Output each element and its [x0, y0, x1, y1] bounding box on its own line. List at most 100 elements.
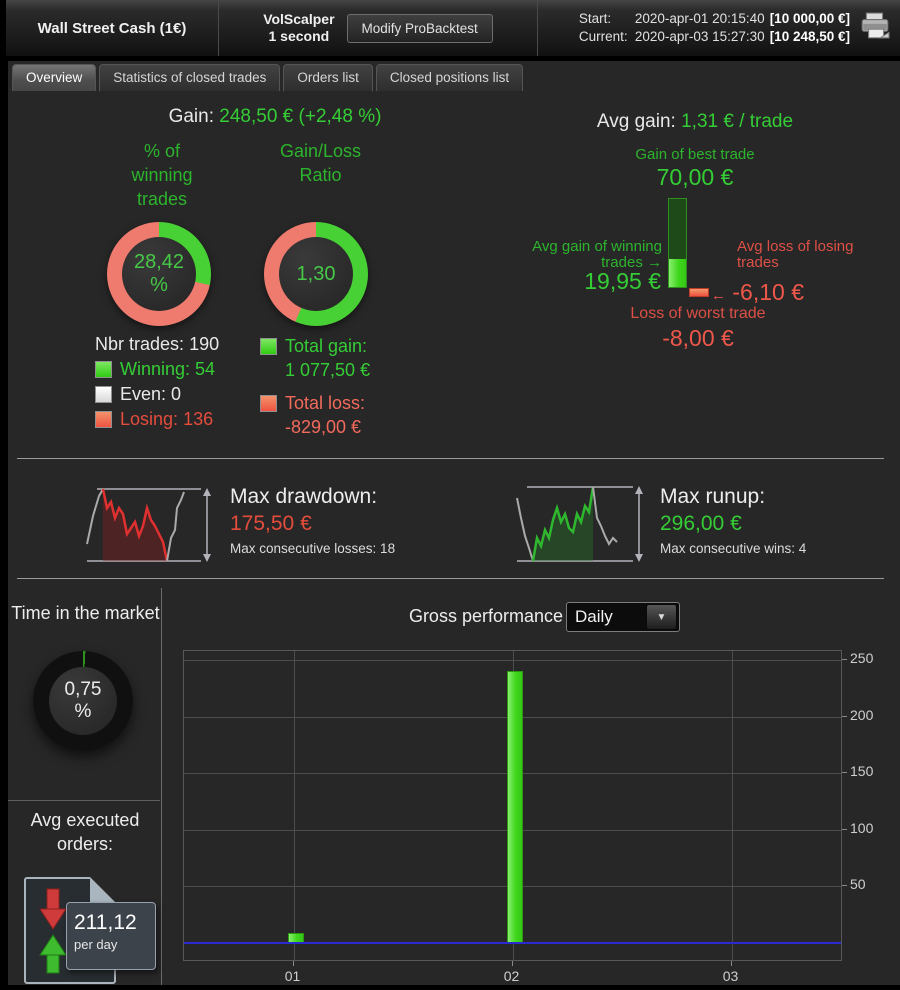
- section-divider-2: [17, 578, 884, 579]
- sidebar-divider: [161, 588, 162, 985]
- avg-win-value: 19,95 €: [584, 268, 661, 294]
- drawdown-chart-icon: [85, 478, 217, 566]
- y-tick-mark: [842, 828, 847, 830]
- avg-orders-value-box: 211,12 per day: [66, 902, 156, 970]
- gain-value: 248,50 € (+2,48 %): [219, 106, 382, 127]
- current-equity: [10 248,50 €]: [769, 29, 850, 44]
- tab-statistics[interactable]: Statistics of closed trades: [99, 64, 281, 91]
- header-bar: Wall Street Cash (1€) VolScalper 1 secon…: [6, 0, 900, 57]
- y-axis: 50 100 150 200 250: [842, 650, 894, 961]
- account-dates: Start: 2020-apr-01 20:15:40 [10 000,00 €…: [579, 10, 850, 46]
- main-content: Overview Statistics of closed trades Ord…: [8, 61, 900, 985]
- runup-label: Max runup:: [660, 485, 766, 508]
- x-tick-label: 02: [503, 968, 520, 984]
- x-tick-label: 03: [722, 968, 739, 984]
- total-gain-value: 1 077,50 €: [285, 360, 371, 380]
- even-label: Even:: [120, 384, 167, 404]
- total-loss-label: Total loss:: [285, 393, 366, 413]
- winning-donut: 28,42 %: [107, 222, 211, 326]
- losing-swatch-icon: [95, 411, 112, 428]
- x-gridline: [731, 651, 733, 960]
- nbr-trades-value: 190: [189, 334, 220, 354]
- instrument-title: Wall Street Cash (1€): [37, 19, 187, 37]
- y-tick-label: 200: [850, 706, 874, 723]
- tab-closed-positions[interactable]: Closed positions list: [375, 64, 524, 91]
- winning-label: Winning:: [120, 359, 191, 379]
- period-dropdown[interactable]: Daily ▼: [566, 602, 680, 632]
- avg-loss-value: ← -6,10 €: [711, 279, 804, 305]
- avg-orders-title: Avg executed orders:: [30, 810, 140, 854]
- best-trade-label: Gain of best trade: [635, 146, 755, 163]
- legend-even: Even: 0: [95, 382, 267, 407]
- performance-plot: [183, 650, 842, 961]
- winning-swatch-icon: [95, 361, 112, 378]
- nbr-trades-row: Nbr trades: 190: [95, 332, 267, 357]
- total-loss-swatch-icon: [260, 394, 277, 412]
- total-gain-swatch-icon: [260, 337, 277, 355]
- period-dropdown-value: Daily: [575, 607, 613, 626]
- system-name-line: VolScalper: [263, 11, 335, 27]
- y-tick-mark: [842, 659, 847, 661]
- y-tick-label: 150: [850, 763, 874, 780]
- losing-value: 136: [183, 409, 214, 429]
- drawdown-label: Max drawdown:: [230, 485, 378, 508]
- consecutive-losses: Max consecutive losses: 18: [230, 541, 396, 556]
- even-swatch-icon: [95, 386, 112, 403]
- current-datetime: 2020-apr-03 15:27:30: [634, 29, 765, 44]
- system-timeframe: 1 second: [268, 28, 330, 44]
- performance-title: Gross performance: [408, 606, 563, 626]
- total-gain-row: Total gain:: [260, 334, 440, 358]
- avg-orders-unit: per day: [74, 937, 118, 952]
- current-label: Current:: [578, 29, 628, 44]
- time-pct-value: 0,75: [64, 679, 102, 700]
- avg-gain-value: 1,31 € / trade: [681, 111, 794, 132]
- avg-loss-label: Avg loss of losing trades: [737, 238, 854, 271]
- time-in-market-title: Time in the market: [11, 603, 160, 623]
- start-label: Start:: [578, 11, 612, 26]
- tab-overview[interactable]: Overview: [12, 64, 97, 91]
- y-tick-mark: [842, 772, 847, 774]
- arrow-down-red-icon: [39, 888, 67, 930]
- winning-pct-unit: %: [150, 274, 168, 296]
- x-tick-label: 01: [284, 968, 301, 984]
- tab-orders-list[interactable]: Orders list: [283, 64, 373, 91]
- ratio-donut: 1,30: [264, 222, 368, 326]
- drawdown-stats: Max drawdown: 175,50 € Max consecutive l…: [230, 485, 395, 556]
- modify-probacktest-button[interactable]: Modify ProBacktest: [346, 13, 493, 43]
- best-trade-bar: [668, 198, 687, 288]
- zero-baseline: [184, 942, 841, 945]
- y-tick-label: 50: [850, 876, 866, 893]
- start-datetime: 2020-apr-01 20:15:40: [634, 11, 765, 26]
- winning-value: 54: [195, 359, 216, 379]
- total-loss-row: Total loss:: [260, 391, 440, 415]
- total-gain-loss-stats: Total gain: 1 077,50 € Total loss: -829,…: [260, 334, 440, 439]
- gain-label: Gain:: [168, 106, 214, 127]
- system-name: VolScalper 1 second: [263, 11, 334, 45]
- consecutive-wins: Max consecutive wins: 4: [660, 541, 807, 556]
- nbr-trades-label: Nbr trades:: [95, 334, 185, 354]
- losing-label: Losing:: [120, 409, 179, 429]
- section-divider: [17, 458, 884, 459]
- trade-count-stats: Nbr trades: 190 Winning: 54 Even: 0 Losi…: [95, 332, 267, 432]
- avg-gain-headline: Avg gain: 1,31 € / trade: [530, 111, 860, 133]
- best-trade-value: 70,00 €: [656, 164, 734, 190]
- time-donut: 0,75 %: [33, 651, 133, 751]
- tab-bar: Overview Statistics of closed trades Ord…: [12, 64, 524, 91]
- avg-gain-label: Avg gain:: [596, 111, 676, 132]
- x-axis: 01 02 03: [183, 961, 842, 987]
- time-donut-center: 0,75 %: [49, 667, 117, 735]
- x-tick-mark: [511, 961, 513, 966]
- worst-trade-value: -8,00 €: [662, 325, 734, 351]
- performance-chart: 50 100 150 200 250 01 02 03: [183, 650, 873, 984]
- total-loss-value: -829,00 €: [285, 417, 362, 437]
- total-gain-label: Total gain:: [285, 336, 368, 356]
- runup-value: 296,00 €: [660, 512, 742, 535]
- y-tick-label: 100: [850, 819, 874, 836]
- chevron-down-icon[interactable]: ▼: [646, 604, 677, 630]
- x-tick-mark: [292, 961, 294, 966]
- time-pct-unit: %: [74, 701, 92, 722]
- winning-donut-center: 28,42 %: [122, 237, 196, 311]
- worst-trade-label: Loss of worst trade: [630, 305, 766, 322]
- avg-win-label: Avg gain of winning trades →: [532, 238, 662, 271]
- printer-icon[interactable]: [860, 12, 890, 45]
